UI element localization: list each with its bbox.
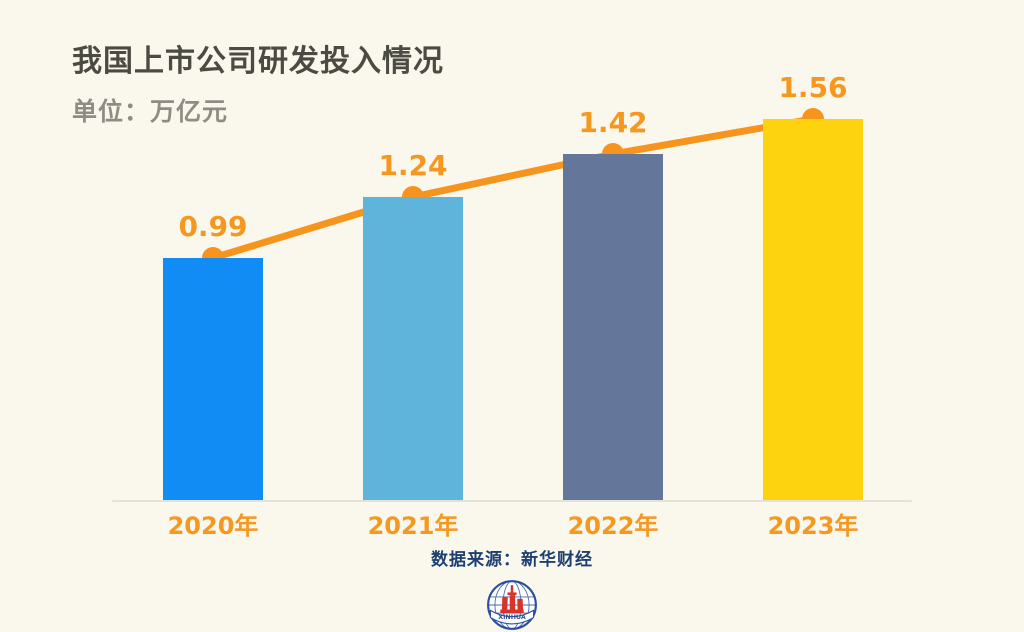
value-label: 1.56 [778,71,848,104]
page-title: 我国上市公司研发投入情况 [72,44,444,79]
bar-2020年 [163,258,263,500]
x-tick-label: 2020年 [167,512,259,540]
logo-text: XINHUA [498,614,526,621]
value-label: 0.99 [178,210,248,243]
x-tick-label: 2023年 [767,512,859,540]
value-label: 1.24 [378,149,448,182]
xinhua-logo: XINHUA [487,580,537,630]
x-axis-line [112,500,912,502]
bar-2022年 [563,154,663,500]
x-tick-label: 2021年 [367,512,459,540]
unit-label: 单位：万亿元 [72,97,229,126]
chart-header: 我国上市公司研发投入情况 单位：万亿元 [72,36,444,128]
bar-2021年 [363,197,463,500]
value-label: 1.42 [578,106,648,139]
data-source: 数据来源：新华财经 [431,550,593,570]
xinhua-tower-emblem [500,585,524,614]
x-tick-label: 2022年 [567,512,659,540]
bar-2023年 [763,119,863,500]
chart-footer: 数据来源：新华财经 XINHUA [0,545,1024,632]
trend-line [211,115,814,262]
